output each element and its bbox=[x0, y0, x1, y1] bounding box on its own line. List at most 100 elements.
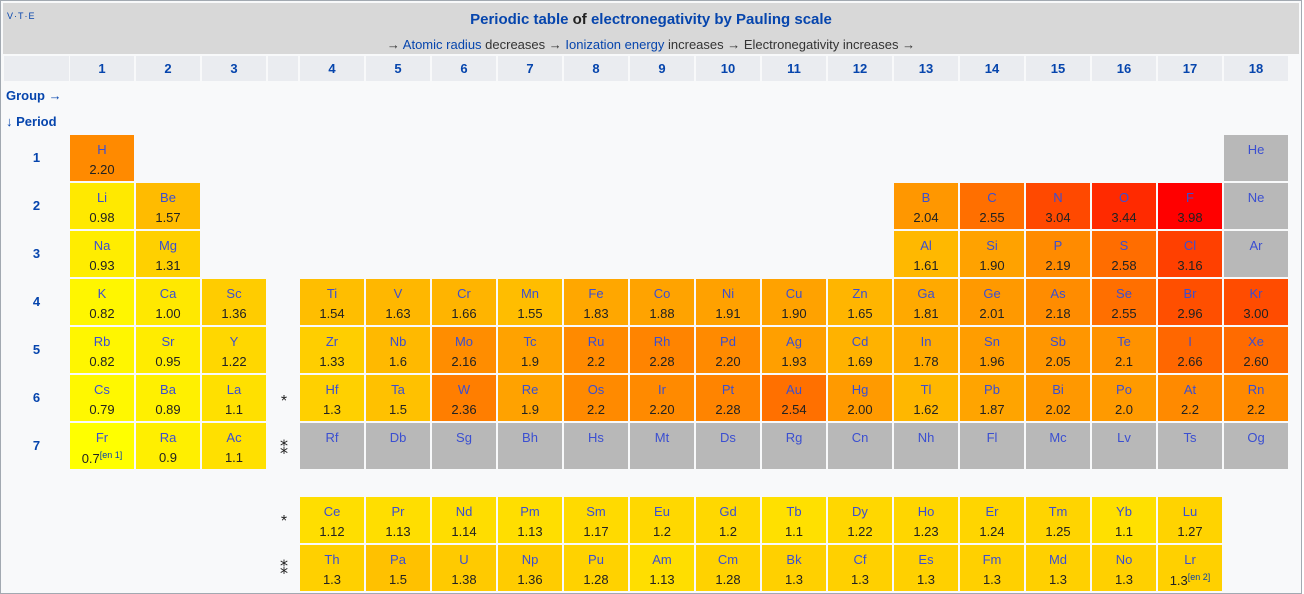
element-cell-y[interactable]: Y 1.22 bbox=[202, 327, 266, 373]
period-label-1[interactable]: 1 bbox=[32, 150, 41, 165]
element-symbol[interactable]: Nh bbox=[917, 430, 935, 445]
atomic-radius-link[interactable]: Atomic radius bbox=[402, 37, 482, 52]
element-cell-pr[interactable]: Pr 1.13 bbox=[366, 497, 430, 543]
element-symbol[interactable]: Bk bbox=[786, 552, 802, 567]
period-label-6[interactable]: 6 bbox=[32, 390, 41, 405]
element-symbol[interactable]: As bbox=[1050, 286, 1066, 301]
group-header-17[interactable]: 17 bbox=[1158, 56, 1222, 81]
element-symbol[interactable]: Ir bbox=[658, 382, 666, 397]
group-header-3[interactable]: 3 bbox=[202, 56, 266, 81]
element-symbol[interactable]: Au bbox=[786, 382, 802, 397]
element-symbol[interactable]: Os bbox=[587, 382, 605, 397]
element-symbol[interactable]: B bbox=[921, 190, 931, 205]
element-symbol[interactable]: Te bbox=[1117, 334, 1131, 349]
element-symbol[interactable]: W bbox=[457, 382, 471, 397]
element-symbol[interactable]: Li bbox=[96, 190, 108, 205]
group-header-7[interactable]: 7 bbox=[498, 56, 562, 81]
element-cell-sm[interactable]: Sm 1.17 bbox=[564, 497, 628, 543]
element-cell-fm[interactable]: Fm 1.3 bbox=[960, 545, 1024, 591]
element-symbol[interactable]: Re bbox=[521, 382, 539, 397]
element-symbol[interactable]: Pu bbox=[588, 552, 604, 567]
element-symbol[interactable]: I bbox=[1188, 334, 1192, 349]
element-symbol[interactable]: Mn bbox=[520, 286, 540, 301]
element-symbol[interactable]: Cl bbox=[1183, 238, 1197, 253]
element-cell-ca[interactable]: Ca 1.00 bbox=[136, 279, 200, 325]
vte-links[interactable]: V·T·E bbox=[7, 11, 36, 21]
element-cell-zr[interactable]: Zr 1.33 bbox=[300, 327, 364, 373]
element-symbol[interactable]: Cs bbox=[94, 382, 110, 397]
element-symbol[interactable]: Tb bbox=[786, 504, 802, 519]
element-symbol[interactable]: Nb bbox=[389, 334, 407, 349]
element-cell-h[interactable]: H 2.20 bbox=[70, 135, 134, 181]
element-cell-f[interactable]: F 3.98 bbox=[1158, 183, 1222, 229]
element-symbol[interactable]: Th bbox=[324, 552, 340, 567]
element-symbol[interactable]: C bbox=[987, 190, 997, 205]
element-cell-au[interactable]: Au 2.54 bbox=[762, 375, 826, 421]
element-symbol[interactable]: Np bbox=[521, 552, 539, 567]
element-symbol[interactable]: Lv bbox=[1117, 430, 1131, 445]
element-cell-cn[interactable]: Cn bbox=[828, 423, 892, 469]
element-cell-cr[interactable]: Cr 1.66 bbox=[432, 279, 496, 325]
element-symbol[interactable]: Cn bbox=[851, 430, 869, 445]
element-cell-ta[interactable]: Ta 1.5 bbox=[366, 375, 430, 421]
element-cell-at[interactable]: At 2.2 bbox=[1158, 375, 1222, 421]
element-symbol[interactable]: Cf bbox=[853, 552, 867, 567]
ionization-energy-link[interactable]: Ionization energy bbox=[565, 37, 665, 52]
element-symbol[interactable]: Fr bbox=[95, 430, 109, 445]
element-cell-rh[interactable]: Rh 2.28 bbox=[630, 327, 694, 373]
group-header-6[interactable]: 6 bbox=[432, 56, 496, 81]
element-symbol[interactable]: Cd bbox=[851, 334, 869, 349]
element-cell-al[interactable]: Al 1.61 bbox=[894, 231, 958, 277]
element-symbol[interactable]: Rn bbox=[1247, 382, 1265, 397]
element-cell-mg[interactable]: Mg 1.31 bbox=[136, 231, 200, 277]
element-cell-sc[interactable]: Sc 1.36 bbox=[202, 279, 266, 325]
element-symbol[interactable]: Pa bbox=[390, 552, 406, 567]
element-cell-cl[interactable]: Cl 3.16 bbox=[1158, 231, 1222, 277]
element-cell-mt[interactable]: Mt bbox=[630, 423, 694, 469]
element-symbol[interactable]: Y bbox=[229, 334, 239, 349]
element-cell-po[interactable]: Po 2.0 bbox=[1092, 375, 1156, 421]
element-cell-zn[interactable]: Zn 1.65 bbox=[828, 279, 892, 325]
element-symbol[interactable]: Pd bbox=[720, 334, 736, 349]
element-cell-w[interactable]: W 2.36 bbox=[432, 375, 496, 421]
element-symbol[interactable]: Lr bbox=[1184, 552, 1196, 567]
element-cell-n[interactable]: N 3.04 bbox=[1026, 183, 1090, 229]
element-cell-p[interactable]: P 2.19 bbox=[1026, 231, 1090, 277]
element-cell-ho[interactable]: Ho 1.23 bbox=[894, 497, 958, 543]
element-symbol[interactable]: Es bbox=[918, 552, 934, 567]
element-cell-fr[interactable]: Fr 0.7[en 1] bbox=[70, 423, 134, 469]
element-symbol[interactable]: Pb bbox=[984, 382, 1000, 397]
element-cell-rf[interactable]: Rf bbox=[300, 423, 364, 469]
element-cell-nh[interactable]: Nh bbox=[894, 423, 958, 469]
element-cell-mo[interactable]: Mo 2.16 bbox=[432, 327, 496, 373]
element-cell-c[interactable]: C 2.55 bbox=[960, 183, 1024, 229]
group-header-18[interactable]: 18 bbox=[1224, 56, 1288, 81]
element-symbol[interactable]: Ac bbox=[226, 430, 242, 445]
element-cell-sr[interactable]: Sr 0.95 bbox=[136, 327, 200, 373]
element-cell-ir[interactable]: Ir 2.20 bbox=[630, 375, 694, 421]
element-symbol[interactable]: Kr bbox=[1249, 286, 1263, 301]
element-symbol[interactable]: Ta bbox=[391, 382, 405, 397]
element-cell-gd[interactable]: Gd 1.2 bbox=[696, 497, 760, 543]
element-cell-si[interactable]: Si 1.90 bbox=[960, 231, 1024, 277]
element-cell-bk[interactable]: Bk 1.3 bbox=[762, 545, 826, 591]
element-cell-rg[interactable]: Rg bbox=[762, 423, 826, 469]
element-cell-lv[interactable]: Lv bbox=[1092, 423, 1156, 469]
element-symbol[interactable]: Fl bbox=[986, 430, 998, 445]
element-symbol[interactable]: Nd bbox=[455, 504, 473, 519]
element-symbol[interactable]: Tc bbox=[523, 334, 537, 349]
element-cell-sg[interactable]: Sg bbox=[432, 423, 496, 469]
element-symbol[interactable]: Hg bbox=[851, 382, 869, 397]
element-symbol[interactable]: Ga bbox=[917, 286, 935, 301]
element-symbol[interactable]: Rb bbox=[93, 334, 111, 349]
element-symbol[interactable]: N bbox=[1053, 190, 1063, 205]
element-symbol[interactable]: Mo bbox=[454, 334, 474, 349]
element-cell-bi[interactable]: Bi 2.02 bbox=[1026, 375, 1090, 421]
element-cell-ce[interactable]: Ce 1.12 bbox=[300, 497, 364, 543]
element-symbol[interactable]: V bbox=[393, 286, 403, 301]
element-symbol[interactable]: Tl bbox=[920, 382, 932, 397]
element-cell-tl[interactable]: Tl 1.62 bbox=[894, 375, 958, 421]
element-symbol[interactable]: Co bbox=[653, 286, 671, 301]
element-cell-in[interactable]: In 1.78 bbox=[894, 327, 958, 373]
element-symbol[interactable]: Pt bbox=[721, 382, 735, 397]
